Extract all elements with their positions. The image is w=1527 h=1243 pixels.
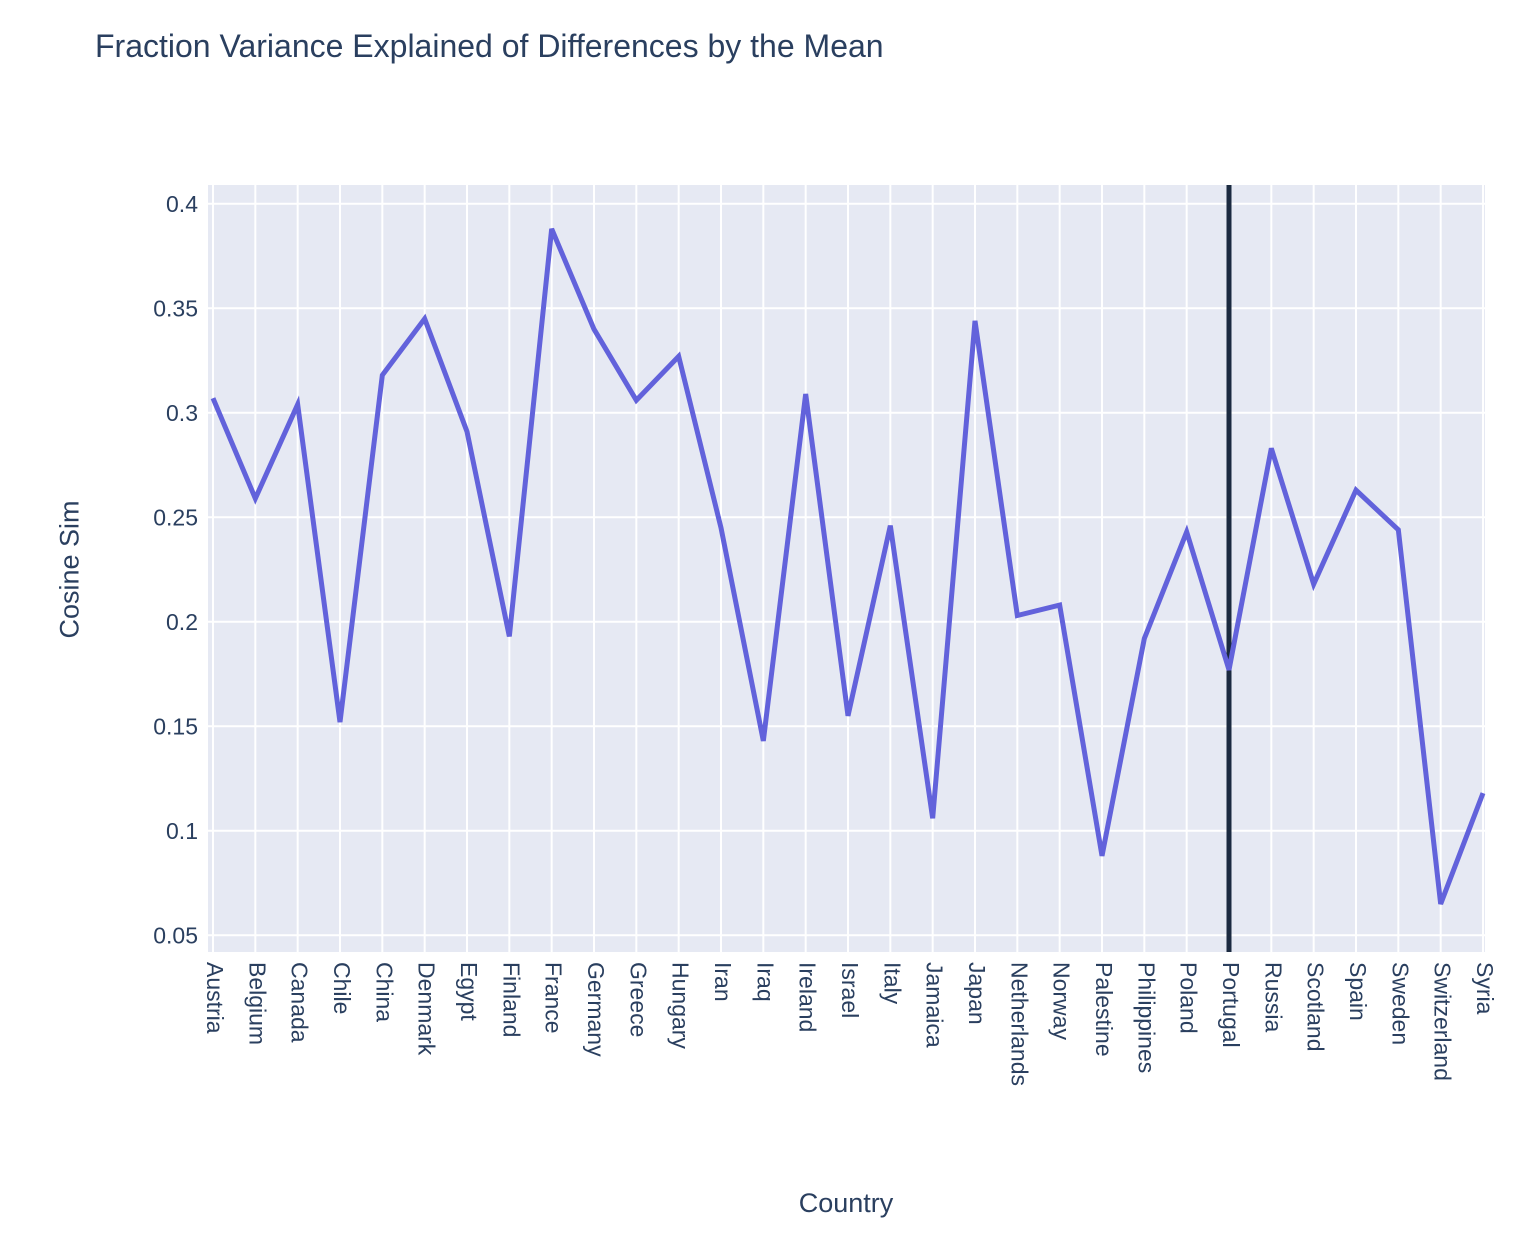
x-tick-label: Portugal (1218, 962, 1244, 1048)
x-tick-label: Scotland (1303, 962, 1329, 1052)
x-tick-label: Austria (202, 962, 228, 1034)
x-tick-label: Iraq (752, 962, 778, 1002)
y-tick-label: 0.25 (153, 504, 198, 530)
y-tick-label: 0.1 (166, 818, 198, 844)
x-tick-label: Finland (498, 962, 524, 1037)
x-tick-label: Iran (710, 962, 736, 1002)
y-tick-label: 0.35 (153, 295, 198, 321)
y-tick-label: 0.3 (166, 400, 198, 426)
x-tick-label: France (541, 962, 567, 1034)
x-tick-label: Belgium (244, 962, 270, 1045)
x-tick-label: Denmark (414, 962, 440, 1056)
x-tick-label: China (371, 962, 397, 1022)
x-tick-label: Egypt (456, 962, 482, 1021)
x-axis-title: Country (798, 1188, 894, 1218)
x-tick-label: Switzerland (1430, 962, 1456, 1081)
x-tick-label: Hungary (668, 962, 694, 1049)
x-tick-label: Philippines (1133, 962, 1159, 1073)
cosine-sim-line[interactable] (210, 227, 1486, 905)
x-tick-label: Greece (625, 962, 651, 1037)
y-tick-label: 0.4 (166, 191, 198, 217)
y-tick-label: 0.2 (166, 609, 198, 635)
x-tick-label: Israel (837, 962, 863, 1018)
x-tick-label: Italy (879, 962, 905, 1005)
x-tick-label: Russia (1260, 962, 1286, 1033)
x-tick-label: Syria (1472, 962, 1498, 1015)
x-tick-label: Palestine (1091, 962, 1117, 1057)
x-tick-label: Norway (1049, 962, 1075, 1040)
x-tick-label: Chile (329, 962, 355, 1014)
y-tick-label: 0.05 (153, 922, 198, 948)
y-tick-label: 0.15 (153, 713, 198, 739)
x-tick-label: Sweden (1387, 962, 1413, 1045)
x-tick-label: Spain (1345, 962, 1371, 1021)
x-tick-label: Poland (1176, 962, 1202, 1034)
plot-background (208, 185, 1485, 952)
x-tick-label: Japan (964, 962, 990, 1025)
x-tick-label: Netherlands (1006, 962, 1032, 1086)
chart-title: Fraction Variance Explained of Differenc… (95, 28, 884, 64)
x-tick-label: Canada (287, 962, 313, 1043)
x-tick-label: Jamaica (922, 962, 948, 1048)
x-tick-label: Ireland (795, 962, 821, 1032)
x-tick-label: Germany (583, 962, 609, 1057)
